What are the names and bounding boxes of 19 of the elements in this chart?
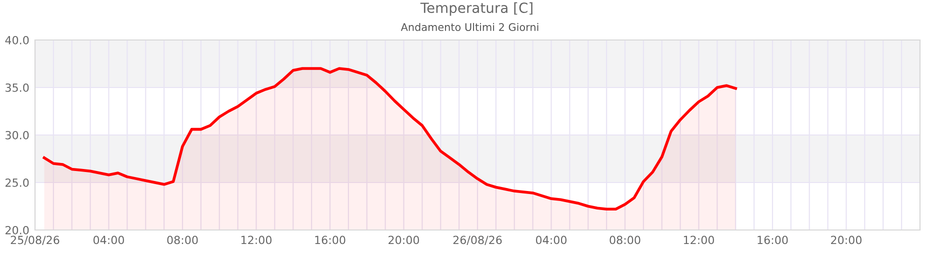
x-tick-label: 12:00: [241, 236, 272, 244]
chart-subtitle: Andamento Ultimi 2 Giorni: [400, 22, 538, 32]
y-tick-label: 35.0: [6, 83, 29, 92]
x-tick-label: 08:00: [610, 236, 640, 244]
y-tick-label: 30.0: [6, 130, 29, 140]
x-tick-label: 16:00: [758, 236, 788, 244]
x-tick-label: 04:00: [93, 236, 124, 244]
chart-title: Temperatura [C]: [420, 2, 532, 16]
x-tick-label: 16:00: [315, 236, 346, 244]
x-tick-label: 08:00: [167, 236, 198, 244]
y-tick-label: 20.0: [6, 226, 29, 234]
x-tick-label: 25/08/26: [10, 236, 60, 246]
x-tick-label: 26/08/26: [453, 236, 502, 246]
y-tick-label: 40.0: [5, 36, 29, 44]
x-tick-label: 12:00: [684, 236, 714, 244]
y-tick-label: 25.0: [6, 178, 29, 187]
x-tick-label: 20:00: [831, 236, 862, 244]
x-tick-label: 20:00: [388, 236, 420, 244]
x-tick-label: 04:00: [536, 236, 567, 244]
